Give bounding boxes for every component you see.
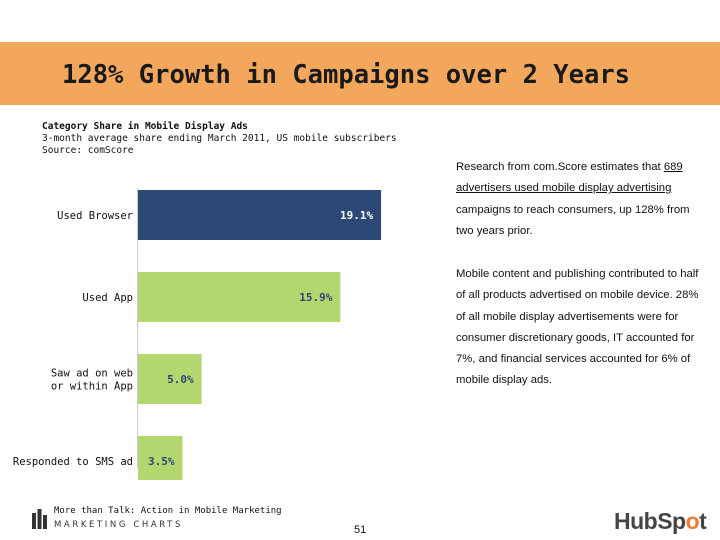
page-number: 51 [354, 524, 367, 536]
advertisers-link[interactable]: 689 advertisers used mobile display adve… [456, 161, 683, 195]
hubspot-logo: HubSpot [614, 508, 707, 535]
bar [138, 272, 341, 322]
category-label: Used App [82, 292, 133, 304]
side-paragraph-1: Research from com.Score estimates that 6… [456, 157, 706, 242]
footer-subtitle: More than Talk: Action in Mobile Marketi… [54, 506, 282, 516]
hubspot-logo-o: o [685, 508, 700, 534]
bar-value-label: 5.0% [167, 373, 194, 386]
chart-subtitle: 3-month average share ending March 2011,… [42, 133, 397, 144]
category-label: Responded to SMS ad [13, 456, 133, 468]
bar-value-label: 3.5% [148, 455, 175, 468]
side-p1-rest: campaigns to reach consumers, up 128% fr… [456, 203, 690, 237]
bar-chart: 19.1% Used Browser 15.9% Used App 5.0% Saw ad… [13, 188, 382, 480]
marketing-charts-logo-icon [32, 509, 47, 529]
category-label: Saw ad on web or within App [51, 368, 133, 393]
category-label: Used Browser [57, 210, 133, 222]
bar [138, 190, 382, 240]
hubspot-logo-part1: HubSp [614, 508, 686, 534]
side-p1-intro: Research from com.Score estimates that [456, 161, 664, 173]
bar [138, 436, 183, 480]
hubspot-logo-part2: t [699, 508, 707, 534]
chart-title: Category Share in Mobile Display Ads [42, 121, 248, 132]
chart-header: Category Share in Mobile Display Ads 3-m… [42, 121, 397, 157]
footer-brand: MARKETING CHARTS [54, 520, 183, 530]
slide-title: 128% Growth in Campaigns over 2 Years [62, 60, 631, 90]
bar-value-label: 19.1% [340, 209, 373, 222]
bar-value-label: 15.9% [299, 291, 332, 304]
title-bar [0, 42, 720, 105]
side-paragraph-2: Mobile content and publishing contribute… [456, 268, 699, 387]
bar [138, 354, 202, 404]
chart-source: Source: comScore [42, 145, 134, 156]
